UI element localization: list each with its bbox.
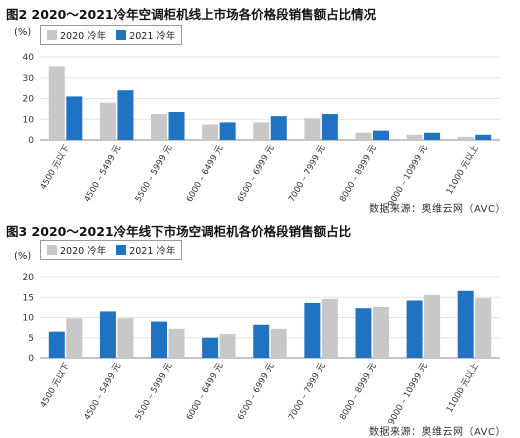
- bar-2020: [253, 122, 270, 140]
- x-tick-label: 9000 – 10999 元: [387, 361, 431, 427]
- bar-2021: [475, 134, 492, 140]
- legend-swatch-2021: [116, 245, 127, 255]
- legend-swatch-2020: [47, 245, 57, 255]
- x-tick-label: 6000 – 6499 元: [185, 361, 226, 422]
- chart-title: 图2 2020～2021冷年空调柜机线上市场各价格段销售额占比情况: [6, 7, 377, 22]
- source-note: 数据来源：奥维云网（AVC）: [368, 427, 506, 438]
- bar-chart-offline: 0 5 10 15 20 4500 元以下 4500 – 5499 元 5500 – 5999…: [23, 273, 500, 427]
- x-tick-label: 9000 – 10999 元: [387, 143, 431, 209]
- bar-2021: [48, 331, 65, 358]
- bar-2021: [151, 321, 168, 358]
- y-tick-label: 40: [23, 53, 35, 63]
- bar-2021: [66, 96, 83, 140]
- bar-2020: [304, 118, 321, 140]
- y-tick-label: 0: [28, 136, 34, 146]
- y-unit-label: (%): [14, 27, 32, 38]
- bar-2021: [457, 290, 474, 358]
- y-tick-label: 0: [28, 354, 34, 364]
- source-note: 数据来源：奥维云网（AVC）: [368, 204, 506, 215]
- bar-2020: [372, 306, 389, 358]
- figure-3: 图3 2020～2021冷年线下市场空调柜机各价格段销售额占比 (%) 2020…: [0, 215, 520, 438]
- legend-label: 2020 冷年: [60, 246, 107, 257]
- bar-2021: [202, 337, 219, 358]
- bar-2020: [117, 318, 134, 358]
- bar-2020: [151, 114, 168, 140]
- bar-2021: [168, 111, 185, 140]
- legend-swatch-2021: [116, 30, 127, 40]
- bar-2021: [270, 116, 287, 140]
- x-tick-label: 5500 – 5999 元: [134, 143, 175, 204]
- bar-2020: [355, 132, 372, 140]
- legend-item-2021: 2021 冷年: [116, 28, 175, 42]
- y-tick-label: 5: [28, 334, 34, 344]
- figure-2: 图2 2020～2021冷年空调柜机线上市场各价格段销售额占比情况 (%) 20…: [0, 0, 520, 215]
- y-tick-label: 10: [23, 314, 35, 324]
- bar-2021: [321, 114, 338, 140]
- y-tick-label: 30: [23, 74, 35, 84]
- legend-label: 2020 冷年: [60, 31, 107, 42]
- x-tick-label: 7000 – 7999 元: [287, 361, 328, 422]
- bar-2021: [219, 122, 236, 140]
- bar-2021: [117, 90, 134, 140]
- legend-item-2020: 2020 冷年: [47, 243, 106, 257]
- bar-2020: [406, 134, 423, 140]
- x-tick-label: 4500 – 5499 元: [83, 143, 124, 204]
- x-tick-label: 8000 – 8999 元: [338, 361, 379, 422]
- y-tick-label: 20: [23, 273, 35, 283]
- x-tick-label: 4500 – 5499 元: [83, 361, 124, 422]
- bar-2020: [219, 334, 236, 358]
- y-tick-label: 10: [23, 115, 35, 125]
- bar-2021: [372, 130, 389, 140]
- y-unit-label: (%): [14, 251, 32, 262]
- bar-2020: [457, 136, 474, 140]
- bar-2021: [406, 300, 423, 358]
- x-tick-label: 6500 – 6999 元: [236, 361, 277, 422]
- bar-chart-online: 0 10 20 30 40 4500 元以下 4500 – 5499 元 5500 – 599…: [23, 53, 500, 209]
- legend-label: 2021 冷年: [129, 246, 176, 257]
- bar-2020: [424, 294, 441, 358]
- x-tick-label: 8000 – 8999 元: [338, 143, 379, 204]
- legend-label: 2021 冷年: [129, 31, 176, 42]
- bar-2021: [424, 132, 441, 140]
- bar-2020: [475, 298, 492, 358]
- chart-title: 图3 2020～2021冷年线下市场空调柜机各价格段销售额占比: [6, 224, 352, 239]
- x-tick-label: 11000 元以上: [445, 361, 482, 414]
- bar-2021: [304, 302, 321, 358]
- bar-2020: [321, 298, 338, 358]
- legend-item-2021: 2021 冷年: [116, 243, 175, 257]
- x-tick-label: 7000 – 7999 元: [287, 143, 328, 204]
- bar-2021: [355, 308, 372, 358]
- bar-2020: [270, 328, 287, 358]
- x-tick-label: 5500 – 5999 元: [134, 361, 175, 422]
- bar-2021: [253, 324, 270, 358]
- x-tick-label: 4500 元以下: [39, 361, 73, 410]
- bar-2020: [48, 66, 65, 140]
- bar-2020: [99, 102, 116, 140]
- legend-swatch-2020: [47, 30, 57, 40]
- legend-item-2020: 2020 冷年: [47, 28, 106, 42]
- legend: 2020 冷年 2021 冷年: [40, 25, 183, 45]
- bar-2020: [202, 124, 219, 140]
- y-tick-label: 15: [23, 293, 34, 303]
- x-tick-label: 6500 – 6999 元: [236, 143, 277, 204]
- y-tick-label: 20: [23, 95, 35, 105]
- bar-2020: [168, 328, 185, 358]
- bar-2021: [99, 311, 116, 358]
- x-tick-label: 11000 元以上: [445, 143, 482, 196]
- x-tick-label: 6000 – 6499 元: [185, 143, 226, 204]
- legend: 2020 冷年 2021 冷年: [40, 240, 183, 260]
- x-tick-label: 4500 元以下: [39, 143, 73, 192]
- bar-2020: [66, 318, 83, 358]
